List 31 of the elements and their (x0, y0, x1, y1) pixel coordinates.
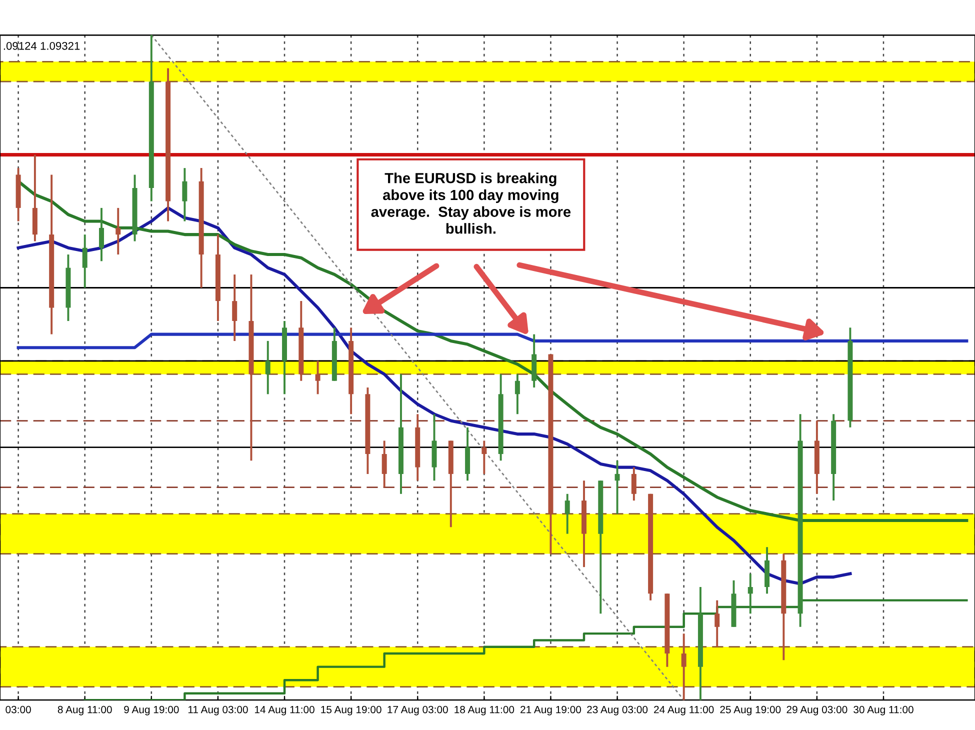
candlestick (564, 492, 570, 535)
x-tick-label: 30 Aug 11:00 (854, 706, 914, 716)
annotation: .09124 1.09321 (4, 42, 80, 50)
x-tick-label: 17 Aug 03:00 (388, 706, 448, 716)
x-tick-label: 03:00 (6, 706, 31, 714)
annotation: The EURUSD is breaking above its 100 day moving average. Stay above is more bullish. (371, 172, 571, 234)
x-tick-label: 24 Aug 11:00 (654, 706, 714, 716)
x-tick-label: 21 Aug 19:00 (520, 706, 582, 716)
candlestick (98, 206, 104, 262)
x-tick-label: 18 Aug 11:00 (454, 706, 514, 716)
candlestick (315, 360, 320, 396)
candlestick (514, 373, 520, 416)
candlestick (382, 440, 387, 488)
candlestick (748, 572, 753, 615)
candlestick (82, 234, 88, 289)
x-tick-label: 29 Aug 03:00 (786, 706, 848, 716)
candlestick (182, 167, 188, 222)
candlestick (631, 466, 636, 502)
x-tick-label: 9 Aug 19:00 (124, 706, 179, 716)
x-tick-label: 15 Aug 19:00 (321, 706, 382, 716)
candlestick (614, 460, 620, 515)
candlestick (265, 340, 270, 396)
x-tick-label: 23 Aug 03:00 (587, 706, 648, 716)
candlestick (482, 440, 487, 475)
x-tick-label: 11 Aug 03:00 (188, 706, 248, 716)
candlestick (232, 273, 238, 342)
x-tick-label: 25 Aug 19:00 (720, 706, 781, 716)
candlestick (714, 599, 720, 648)
x-tick-label: 14 Aug 11:00 (254, 706, 314, 716)
x-tick-label: 8 Aug 11:00 (58, 706, 112, 716)
candlestick (116, 206, 121, 256)
